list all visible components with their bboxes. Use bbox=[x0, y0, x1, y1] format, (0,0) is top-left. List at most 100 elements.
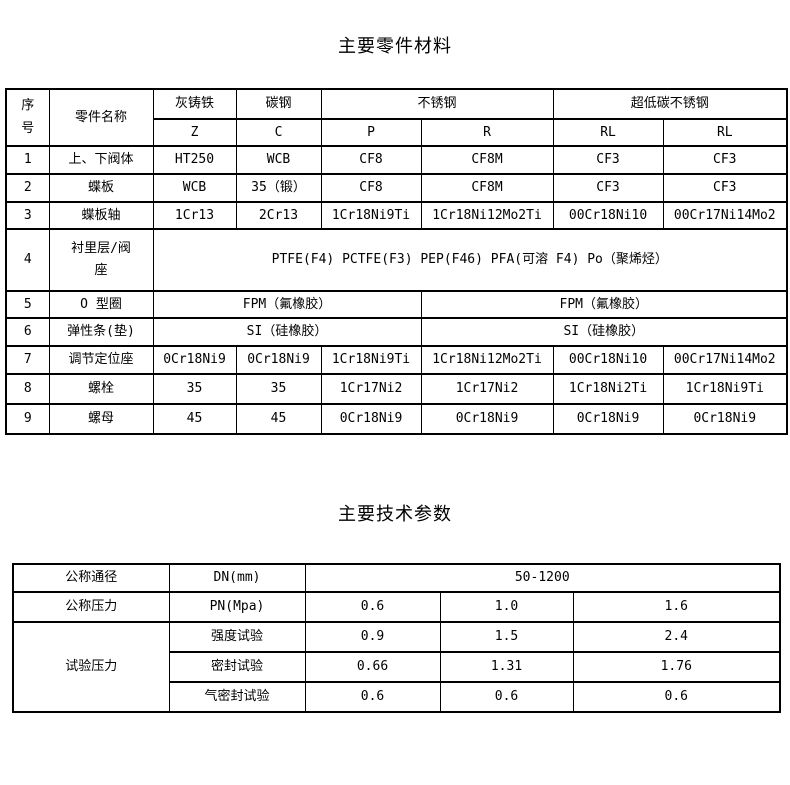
material-cell: 1Cr18Ni9Ti bbox=[662, 373, 788, 405]
header-grade-z: Z bbox=[152, 118, 237, 147]
header-part-name-cell: 零件名称 bbox=[48, 88, 154, 147]
param-value-cell: 1.5 bbox=[439, 621, 574, 653]
material-cell: CF3 bbox=[662, 173, 788, 203]
params-table-title: 主要技术参数 bbox=[338, 504, 452, 525]
materials-row-9: 9 螺母 45 45 0Cr18Ni9 0Cr18Ni9 0Cr18Ni9 0C… bbox=[5, 403, 788, 435]
param-value-cell: 0.6 bbox=[304, 681, 441, 713]
param-label-nominal-pressure: 公称压力 bbox=[12, 591, 170, 623]
part-name-cell: 弹性条(垫) bbox=[48, 317, 154, 347]
part-name-cell: 蝶板 bbox=[48, 173, 154, 203]
header-grade-rl-2: RL bbox=[662, 118, 788, 147]
materials-table: 序号 零件名称 灰铸铁 碳钢 不锈钢 超低碳不锈钢 Z C P R RL RL … bbox=[5, 88, 789, 435]
material-cell: CF8 bbox=[320, 173, 422, 203]
header-group-ultra-low-carbon-stainless: 超低碳不锈钢 bbox=[552, 88, 788, 120]
material-cell: 0Cr18Ni9 bbox=[320, 403, 422, 435]
param-value-cell: 0.6 bbox=[439, 681, 574, 713]
param-value-cell: 0.6 bbox=[304, 591, 441, 623]
materials-row-1: 1 上、下阀体 HT250 WCB CF8 CF8M CF3 CF3 bbox=[5, 145, 788, 175]
material-cell: 0Cr18Ni9 bbox=[662, 403, 788, 435]
part-name-cell: 上、下阀体 bbox=[48, 145, 154, 175]
material-cell: CF3 bbox=[552, 145, 664, 175]
material-cell: 0Cr18Ni9 bbox=[235, 345, 322, 375]
material-cell: CF8M bbox=[420, 173, 554, 203]
material-cell: 00Cr17Ni14Mo2 bbox=[662, 345, 788, 375]
material-cell: HT250 bbox=[152, 145, 237, 175]
material-cell-merged: FPM（氟橡胶） bbox=[152, 290, 422, 319]
material-cell: 1Cr18Ni9Ti bbox=[320, 345, 422, 375]
material-cell: 35 bbox=[235, 373, 322, 405]
header-group-stainless-steel: 不锈钢 bbox=[320, 88, 554, 120]
materials-row-6: 6 弹性条(垫) SI（硅橡胶） SI（硅橡胶） bbox=[5, 317, 788, 347]
materials-table-title: 主要零件材料 bbox=[338, 36, 452, 57]
material-cell: 2Cr13 bbox=[235, 201, 322, 230]
material-cell-merged: FPM（氟橡胶） bbox=[420, 290, 788, 319]
param-value-cell: 1.31 bbox=[439, 651, 574, 683]
row-number-cell: 3 bbox=[5, 201, 50, 230]
material-cell: 1Cr18Ni12Mo2Ti bbox=[420, 345, 554, 375]
materials-row-5: 5 O 型圈 FPM（氟橡胶） FPM（氟橡胶） bbox=[5, 290, 788, 319]
row-number-cell: 2 bbox=[5, 173, 50, 203]
material-cell: 1Cr13 bbox=[152, 201, 237, 230]
material-cell: 0Cr18Ni9 bbox=[552, 403, 664, 435]
materials-row-3: 3 蝶板轴 1Cr13 2Cr13 1Cr18Ni9Ti 1Cr18Ni12Mo… bbox=[5, 201, 788, 230]
materials-row-8: 8 螺栓 35 35 1Cr17Ni2 1Cr17Ni2 1Cr18Ni2Ti … bbox=[5, 373, 788, 405]
part-name-cell: 螺栓 bbox=[48, 373, 154, 405]
row-number-cell: 7 bbox=[5, 345, 50, 375]
material-cell: 1Cr18Ni12Mo2Ti bbox=[420, 201, 554, 230]
param-value-cell: 1.6 bbox=[572, 591, 781, 623]
material-cell: 1Cr17Ni2 bbox=[420, 373, 554, 405]
part-name-cell: 螺母 bbox=[48, 403, 154, 435]
header-grade-r: R bbox=[420, 118, 554, 147]
header-group-gray-cast-iron: 灰铸铁 bbox=[152, 88, 237, 120]
material-cell-merged: SI（硅橡胶） bbox=[152, 317, 422, 347]
params-row-dn: 公称通径 DN(mm) 50-1200 bbox=[12, 563, 781, 593]
params-row-strength-test: 试验压力 强度试验 0.9 1.5 2.4 bbox=[12, 621, 781, 713]
param-sub-air-seal-test: 气密封试验 bbox=[168, 681, 306, 713]
row-number-cell: 4 bbox=[5, 228, 50, 292]
header-grade-rl-1: RL bbox=[552, 118, 664, 147]
material-cell: CF8 bbox=[320, 145, 422, 175]
param-sub-strength-test: 强度试验 bbox=[168, 621, 306, 653]
material-cell: 35（锻） bbox=[235, 173, 322, 203]
part-name-cell: O 型圈 bbox=[48, 290, 154, 319]
material-cell-merged: PTFE(F4) PCTFE(F3) PEP(F46) PFA(可溶 F4) P… bbox=[152, 228, 788, 292]
params-table: 公称通径 DN(mm) 50-1200 公称压力 PN(Mpa) 0.6 1.0… bbox=[12, 563, 782, 713]
param-value-cell: 0.9 bbox=[304, 621, 441, 653]
part-name-label: 衬里层/阀座 bbox=[71, 240, 131, 278]
material-cell-merged: SI（硅橡胶） bbox=[420, 317, 788, 347]
row-number-cell: 9 bbox=[5, 403, 50, 435]
material-cell: CF3 bbox=[552, 173, 664, 203]
part-name-cell: 衬里层/阀座 bbox=[48, 228, 154, 292]
header-group-carbon-steel: 碳钢 bbox=[235, 88, 322, 120]
param-value-cell: 1.76 bbox=[572, 651, 781, 683]
param-value-dn-range: 50-1200 bbox=[304, 563, 781, 593]
material-cell: 0Cr18Ni9 bbox=[152, 345, 237, 375]
param-label-test-pressure: 试验压力 bbox=[12, 621, 170, 713]
row-number-cell: 6 bbox=[5, 317, 50, 347]
param-sub-seal-test: 密封试验 bbox=[168, 651, 306, 683]
material-cell: CF8M bbox=[420, 145, 554, 175]
param-value-cell: 2.4 bbox=[572, 621, 781, 653]
row-number-cell: 8 bbox=[5, 373, 50, 405]
material-cell: 00Cr18Ni10 bbox=[552, 345, 664, 375]
material-cell: 00Cr18Ni10 bbox=[552, 201, 664, 230]
params-row-seal-test: 密封试验 0.66 1.31 1.76 bbox=[13, 651, 781, 683]
row-number-cell: 1 bbox=[5, 145, 50, 175]
material-cell: 1Cr18Ni2Ti bbox=[552, 373, 664, 405]
materials-row-7: 7 调节定位座 0Cr18Ni9 0Cr18Ni9 1Cr18Ni9Ti 1Cr… bbox=[5, 345, 788, 375]
header-index-label: 序号 bbox=[21, 98, 35, 136]
header-grade-p: P bbox=[320, 118, 422, 147]
row-number-cell: 5 bbox=[5, 290, 50, 319]
material-cell: 00Cr17Ni14Mo2 bbox=[662, 201, 788, 230]
materials-row-4: 4 衬里层/阀座 PTFE(F4) PCTFE(F3) PEP(F46) PFA… bbox=[5, 228, 788, 292]
header-grade-c: C bbox=[235, 118, 322, 147]
param-value-cell: 0.66 bbox=[304, 651, 441, 683]
material-cell: 0Cr18Ni9 bbox=[420, 403, 554, 435]
material-cell: WCB bbox=[235, 145, 322, 175]
part-name-cell: 蝶板轴 bbox=[48, 201, 154, 230]
part-name-cell: 调节定位座 bbox=[48, 345, 154, 375]
material-cell: CF3 bbox=[662, 145, 788, 175]
material-cell: WCB bbox=[152, 173, 237, 203]
param-value-cell: 0.6 bbox=[572, 681, 781, 713]
